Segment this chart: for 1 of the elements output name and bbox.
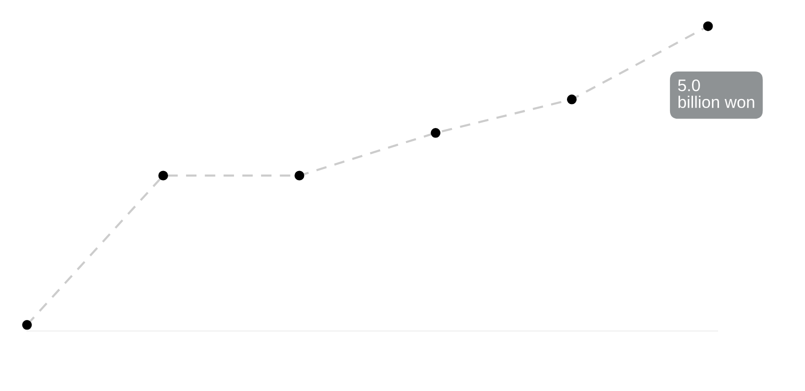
annotation: 5.0 billion won xyxy=(678,79,754,108)
